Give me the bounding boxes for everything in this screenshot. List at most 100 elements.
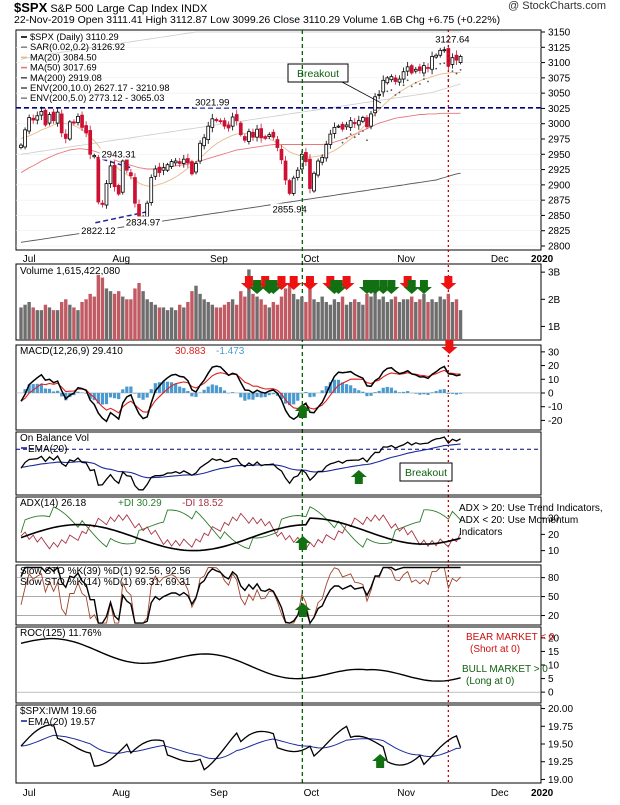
price-axis-tick-label: 3050	[548, 89, 571, 100]
roc-bull-note: BULL MARKET > 0	[462, 664, 548, 675]
macd-histogram-bar	[247, 393, 250, 399]
volume-bar	[158, 307, 161, 340]
volume-bar	[390, 299, 393, 340]
macd-histogram-bar	[146, 393, 149, 398]
price-legend-item: ENV(200,10.0) 2627.17 - 3210.98	[30, 83, 170, 93]
price-axis-tick-label: 3100	[548, 58, 571, 69]
sar-dot	[346, 137, 348, 139]
price-x-label: Sep	[210, 254, 228, 265]
volume-bar	[369, 297, 372, 340]
slow-sto-legend-2: Slow STO %K(14) %D(1) 69.31, 69.31	[20, 577, 191, 588]
macd-histogram-bar	[300, 393, 303, 394]
volume-legend: Volume 1,615,422,080	[20, 266, 121, 277]
price-candle	[386, 78, 389, 83]
sar-dot	[358, 133, 360, 135]
plus-di-legend: +DI 30.29	[118, 498, 162, 509]
macd-axis-tick-label: 30	[548, 347, 560, 358]
price-x-label: Dec	[491, 254, 509, 265]
volume-bar	[190, 291, 193, 340]
price-candle	[410, 66, 413, 73]
volume-bar	[426, 302, 429, 340]
macd-histogram-bar	[44, 389, 47, 393]
ratio-ema-line	[21, 735, 461, 758]
price-candle	[264, 137, 267, 139]
macd-histogram-bar	[101, 393, 104, 405]
bottom-x-label: Sep	[210, 788, 228, 799]
price-candle	[378, 94, 381, 95]
volume-bar	[276, 305, 279, 340]
volume-bar	[19, 307, 22, 340]
macd-histogram-bar	[459, 393, 462, 394]
macd-histogram-bar	[211, 384, 214, 393]
ratio-axis-tick-label: 19.25	[548, 757, 573, 768]
volume-bar	[223, 305, 226, 340]
price-candle	[170, 162, 173, 167]
price-x-label: Jul	[23, 254, 36, 265]
macd-histogram-bar	[186, 391, 189, 393]
price-candle	[406, 67, 409, 71]
volume-bar	[125, 299, 128, 340]
breakout-callout-pointer	[342, 82, 381, 103]
price-candle	[215, 119, 218, 120]
price-candle	[341, 124, 344, 129]
price-candle	[190, 162, 193, 174]
macd-histogram-bar	[455, 393, 458, 395]
volume-bar	[137, 283, 140, 340]
price-legend-item: MA(20) 3084.50	[30, 52, 97, 62]
macd-panel	[16, 345, 541, 430]
price-candle	[313, 173, 316, 191]
price-candle	[77, 116, 80, 122]
price-candle	[329, 134, 332, 144]
macd-histogram-bar	[223, 390, 226, 393]
volume-bar	[243, 297, 246, 340]
price-candle	[276, 140, 279, 148]
ratio-ema-legend: EMA(20) 19.57	[28, 717, 96, 728]
price-candle	[382, 80, 385, 92]
volume-bar	[349, 302, 352, 340]
macd-histogram-bar	[406, 391, 409, 393]
sar-dot	[378, 107, 380, 109]
price-candle	[431, 56, 434, 69]
volume-bar	[207, 302, 210, 340]
macd-histogram-bar	[174, 384, 177, 393]
price-axis-tick-label: 2850	[548, 211, 571, 222]
price-axis-tick-label: 3025	[548, 104, 571, 115]
sar-dot	[386, 90, 388, 92]
price-axis-tick-label: 2900	[548, 180, 571, 191]
macd-histogram-bar	[76, 392, 79, 393]
sar-dot	[395, 94, 397, 96]
macd-histogram-bar	[105, 393, 108, 404]
roc-axis-tick-label: 5	[548, 674, 554, 685]
sar-dot	[382, 93, 384, 95]
volume-bar	[186, 302, 189, 340]
price-candle	[121, 161, 124, 192]
sar-dot	[370, 126, 372, 128]
volume-bar	[447, 294, 450, 340]
price-candle	[402, 72, 405, 79]
macd-histogram-bar	[133, 393, 136, 394]
macd-histogram-bar	[292, 393, 295, 404]
roc-axis-tick-label: 10	[548, 661, 560, 672]
sar-dot	[419, 83, 421, 85]
bottom-x-label: Dec	[491, 788, 509, 799]
macd-histogram-bar	[178, 387, 181, 393]
volume-bar	[76, 310, 79, 340]
sar-dot	[411, 86, 413, 88]
price-candle	[443, 50, 446, 51]
volume-bar	[451, 302, 454, 340]
site-stamp: @ StockCharts.com	[508, 0, 606, 12]
price-candle	[280, 149, 283, 159]
sar-dot	[439, 63, 441, 65]
macd-histogram-bar	[190, 393, 193, 396]
sar-dot	[362, 130, 364, 132]
sar-dot	[415, 82, 417, 84]
price-candle	[81, 115, 84, 127]
macd-histogram-bar	[166, 382, 169, 393]
volume-bar	[174, 310, 177, 340]
price-candle	[451, 58, 454, 65]
volume-bar	[402, 299, 405, 340]
volume-bar	[227, 302, 230, 340]
volume-bar	[406, 299, 409, 340]
price-candle	[235, 115, 238, 121]
